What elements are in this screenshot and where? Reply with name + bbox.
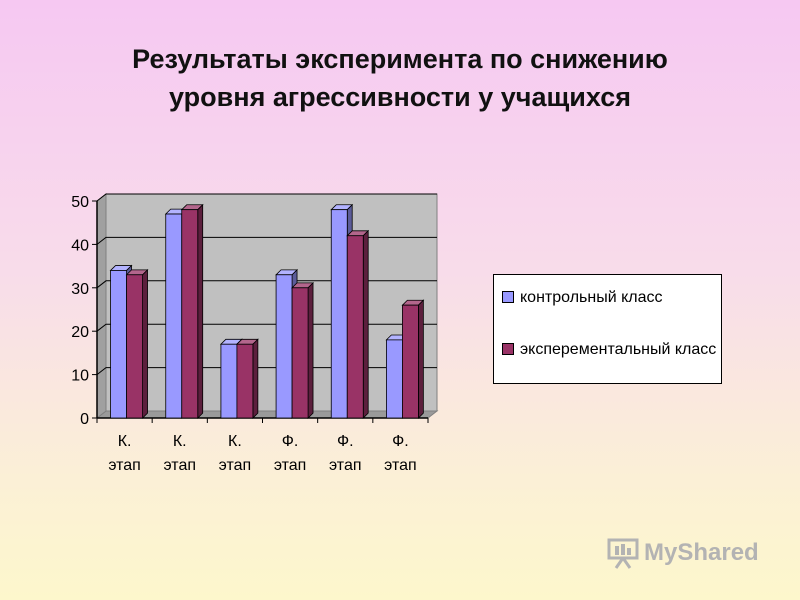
chart-title: Результаты эксперимента по снижению уров… <box>40 40 760 116</box>
bar-control <box>220 343 238 419</box>
bar-control <box>386 339 403 419</box>
y-tick-label: 50 <box>71 194 89 211</box>
legend-label-control: контрольный класс <box>520 289 663 306</box>
x-tick-label-line-2: этап <box>329 457 362 474</box>
plot-floor <box>95 410 439 419</box>
legend-item-control: контрольный класс <box>502 287 725 308</box>
bar-side <box>362 229 369 419</box>
y-tick-label: 30 <box>71 281 89 298</box>
x-tick-label-line-1: К. <box>228 433 242 450</box>
watermark-text: MyShared <box>644 539 759 566</box>
bar-experimental <box>236 343 254 419</box>
bar-experimental <box>126 274 143 419</box>
watermark-logo: MyShared <box>606 536 759 570</box>
x-tick-label-line-1: К. <box>173 433 187 450</box>
x-tick-label-line-2: этап <box>384 457 417 474</box>
bar-side <box>142 268 148 419</box>
x-tick-label-line-2: этап <box>163 457 196 474</box>
bar-experimental <box>291 287 309 419</box>
bar-control <box>165 213 183 419</box>
bar-control <box>330 209 348 419</box>
bar-experimental <box>181 209 199 419</box>
y-tick-label: 10 <box>71 368 89 385</box>
gridline <box>96 323 437 332</box>
chart-legend: контрольный класс эксперементальный клас… <box>493 274 722 384</box>
bar-side <box>418 299 424 419</box>
x-tick-label-line-1: Ф. <box>282 433 299 450</box>
bar-control <box>110 270 127 419</box>
bar-side <box>197 203 204 419</box>
legend-item-experimental: эксперементальный класс <box>502 339 725 360</box>
legend-label-experimental: эксперементальный класс <box>520 341 717 358</box>
bar-side <box>307 281 314 419</box>
bar-experimental <box>402 304 419 419</box>
x-tick-label-line-2: этап <box>274 457 307 474</box>
legend-swatch-control <box>502 291 514 303</box>
gridline <box>96 367 437 375</box>
x-tick-label-line-1: Ф. <box>392 433 409 450</box>
plot-side-wall <box>96 192 107 420</box>
x-tick-label-line-1: К. <box>118 433 132 450</box>
bar-side <box>252 338 259 419</box>
presentation-board-icon <box>607 538 639 569</box>
bar-experimental <box>346 235 364 419</box>
y-tick-label: 20 <box>71 324 89 341</box>
x-tick-label-line-1: Ф. <box>337 433 354 450</box>
y-tick-label: 40 <box>71 237 89 254</box>
x-tick-label-line-2: этап <box>108 457 141 474</box>
legend-swatch-experimental <box>502 343 514 355</box>
chart-title-line-2: уровня агрессивности у учащихся <box>169 82 631 112</box>
y-tick-label: 0 <box>80 411 89 428</box>
gridline <box>96 280 437 289</box>
x-tick-label-line-2: этап <box>219 457 252 474</box>
chart-title-line-1: Результаты эксперимента по снижению <box>132 44 668 74</box>
bar-control <box>275 274 293 419</box>
gridline <box>96 193 437 202</box>
gridline <box>96 236 437 245</box>
